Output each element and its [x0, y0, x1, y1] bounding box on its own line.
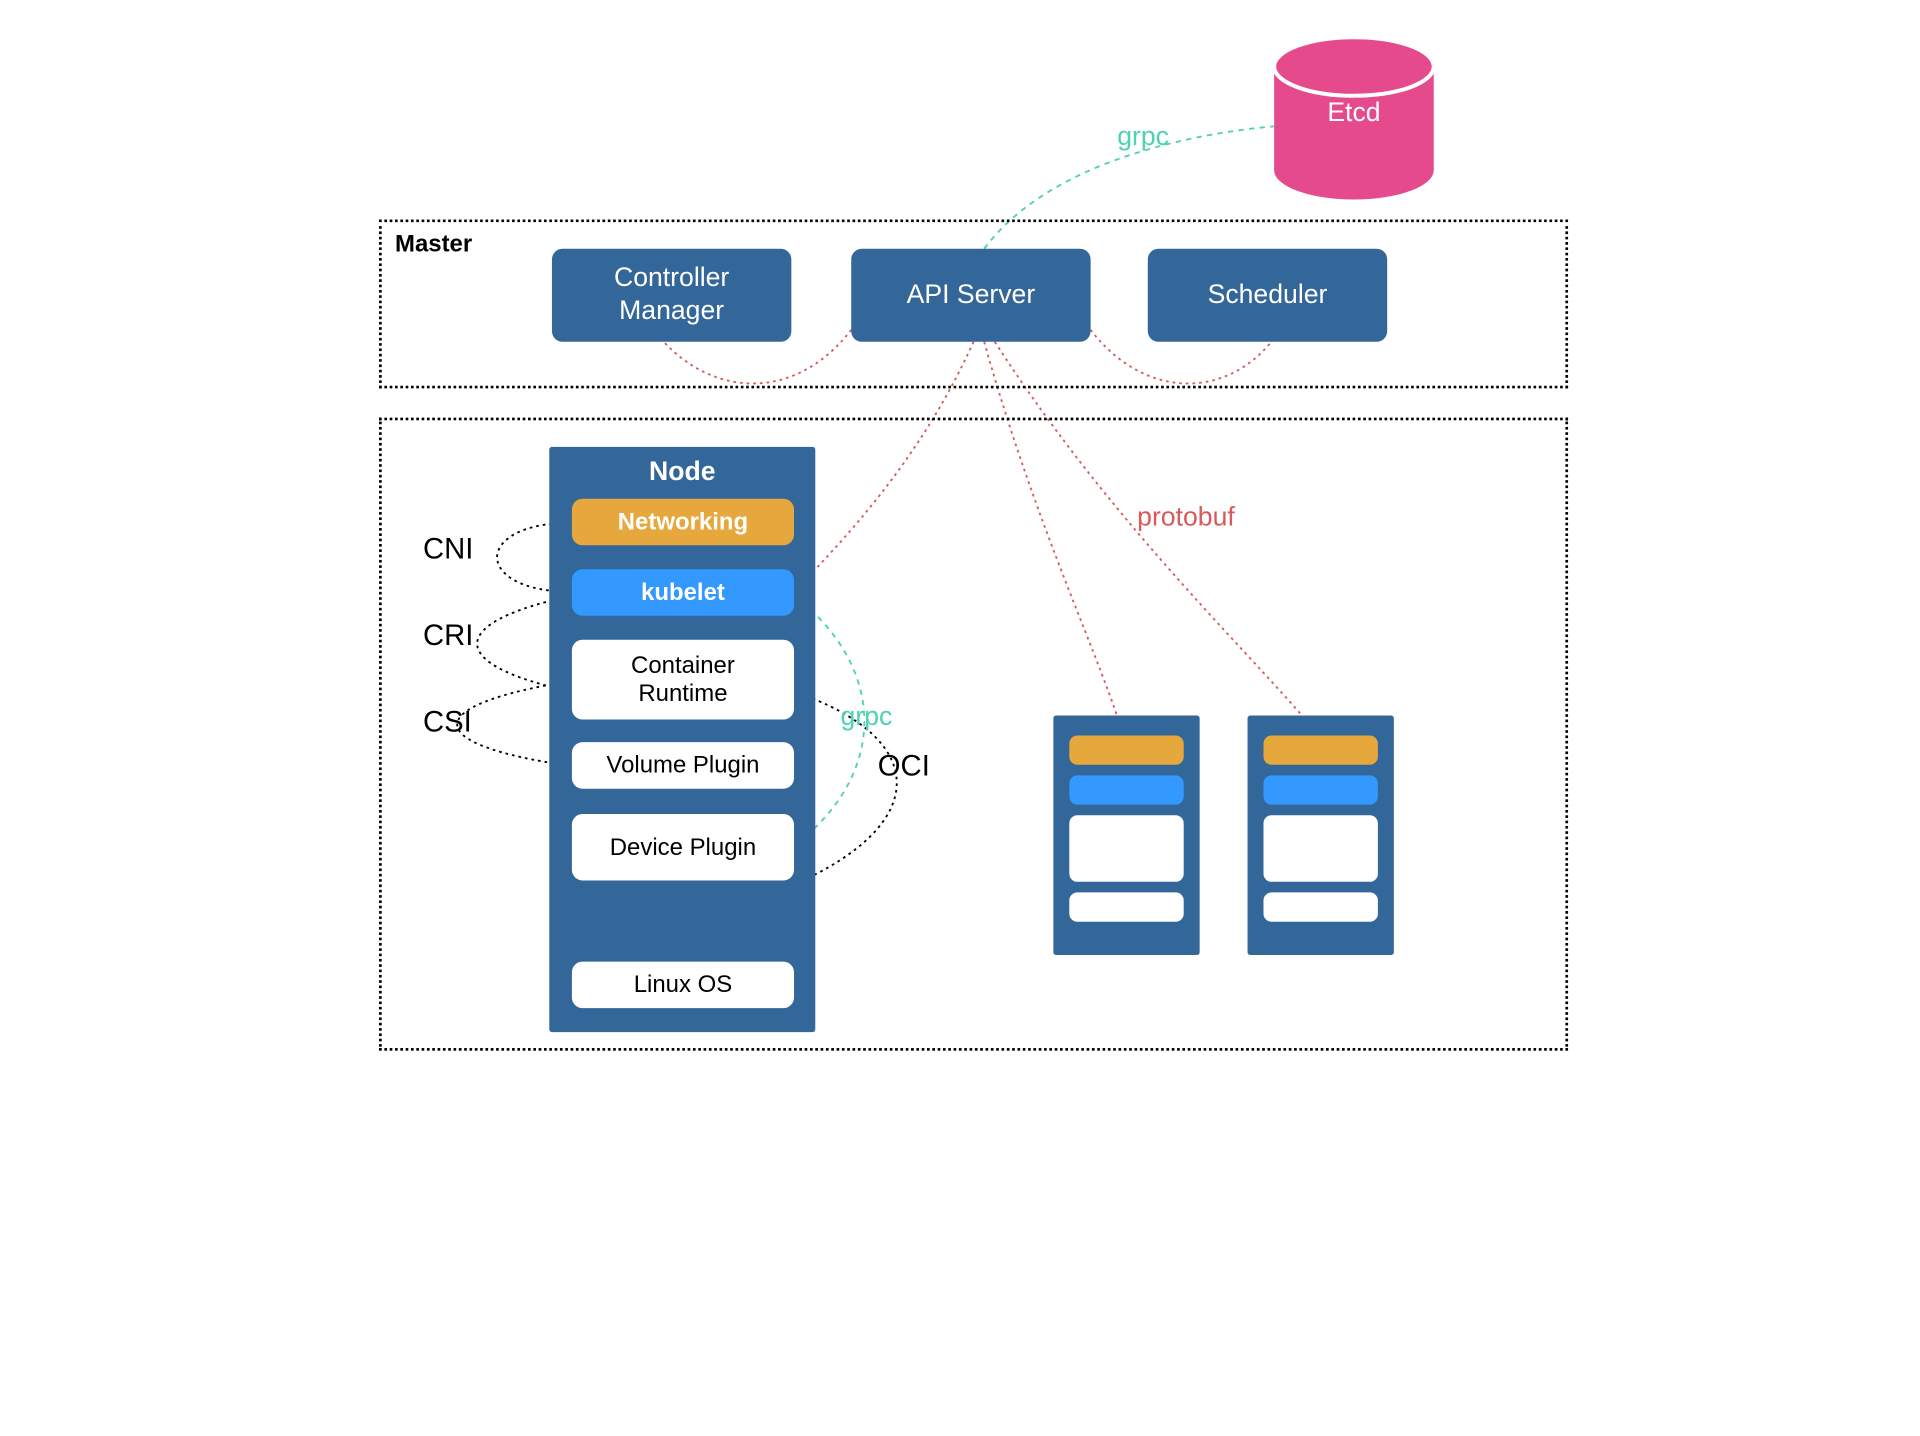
mini-stripe	[1069, 815, 1183, 882]
mini-node-1	[1053, 716, 1199, 955]
protobuf-label: protobuf	[1137, 503, 1235, 534]
device-plugin: Device Plugin	[572, 814, 794, 881]
grpc-top-label: grpc	[1117, 122, 1169, 153]
master-label: Master	[395, 230, 472, 258]
oci-label: OCI	[878, 749, 930, 784]
node-title: Node	[549, 458, 815, 489]
cri-label: CRI	[423, 618, 473, 653]
mini-stripe	[1264, 892, 1378, 921]
mini-node-2	[1248, 716, 1394, 955]
mini-stripe	[1264, 735, 1378, 764]
csi-label: CSI	[423, 705, 472, 740]
mini-stripe	[1264, 815, 1378, 882]
mini-stripe	[1069, 735, 1183, 764]
etcd-label: Etcd	[1274, 86, 1434, 139]
diagram-canvas: Etcd Master Controller Manager API Server…	[0, 0, 1920, 1436]
volume-plugin: Volume Plugin	[572, 742, 794, 789]
mini-stripe	[1069, 775, 1183, 804]
cni-label: CNI	[423, 532, 473, 567]
mini-stripe	[1264, 775, 1378, 804]
mini-stripe	[1069, 892, 1183, 921]
controller-manager: Controller Manager	[552, 249, 791, 342]
scheduler: Scheduler	[1148, 249, 1387, 342]
linux-os: Linux OS	[572, 962, 794, 1009]
grpc-bottom-label: grpc	[841, 702, 893, 733]
api-server: API Server	[851, 249, 1090, 342]
networking: Networking	[572, 499, 794, 546]
container-runtime: Container Runtime	[572, 640, 794, 720]
kubelet: kubelet	[572, 569, 794, 616]
